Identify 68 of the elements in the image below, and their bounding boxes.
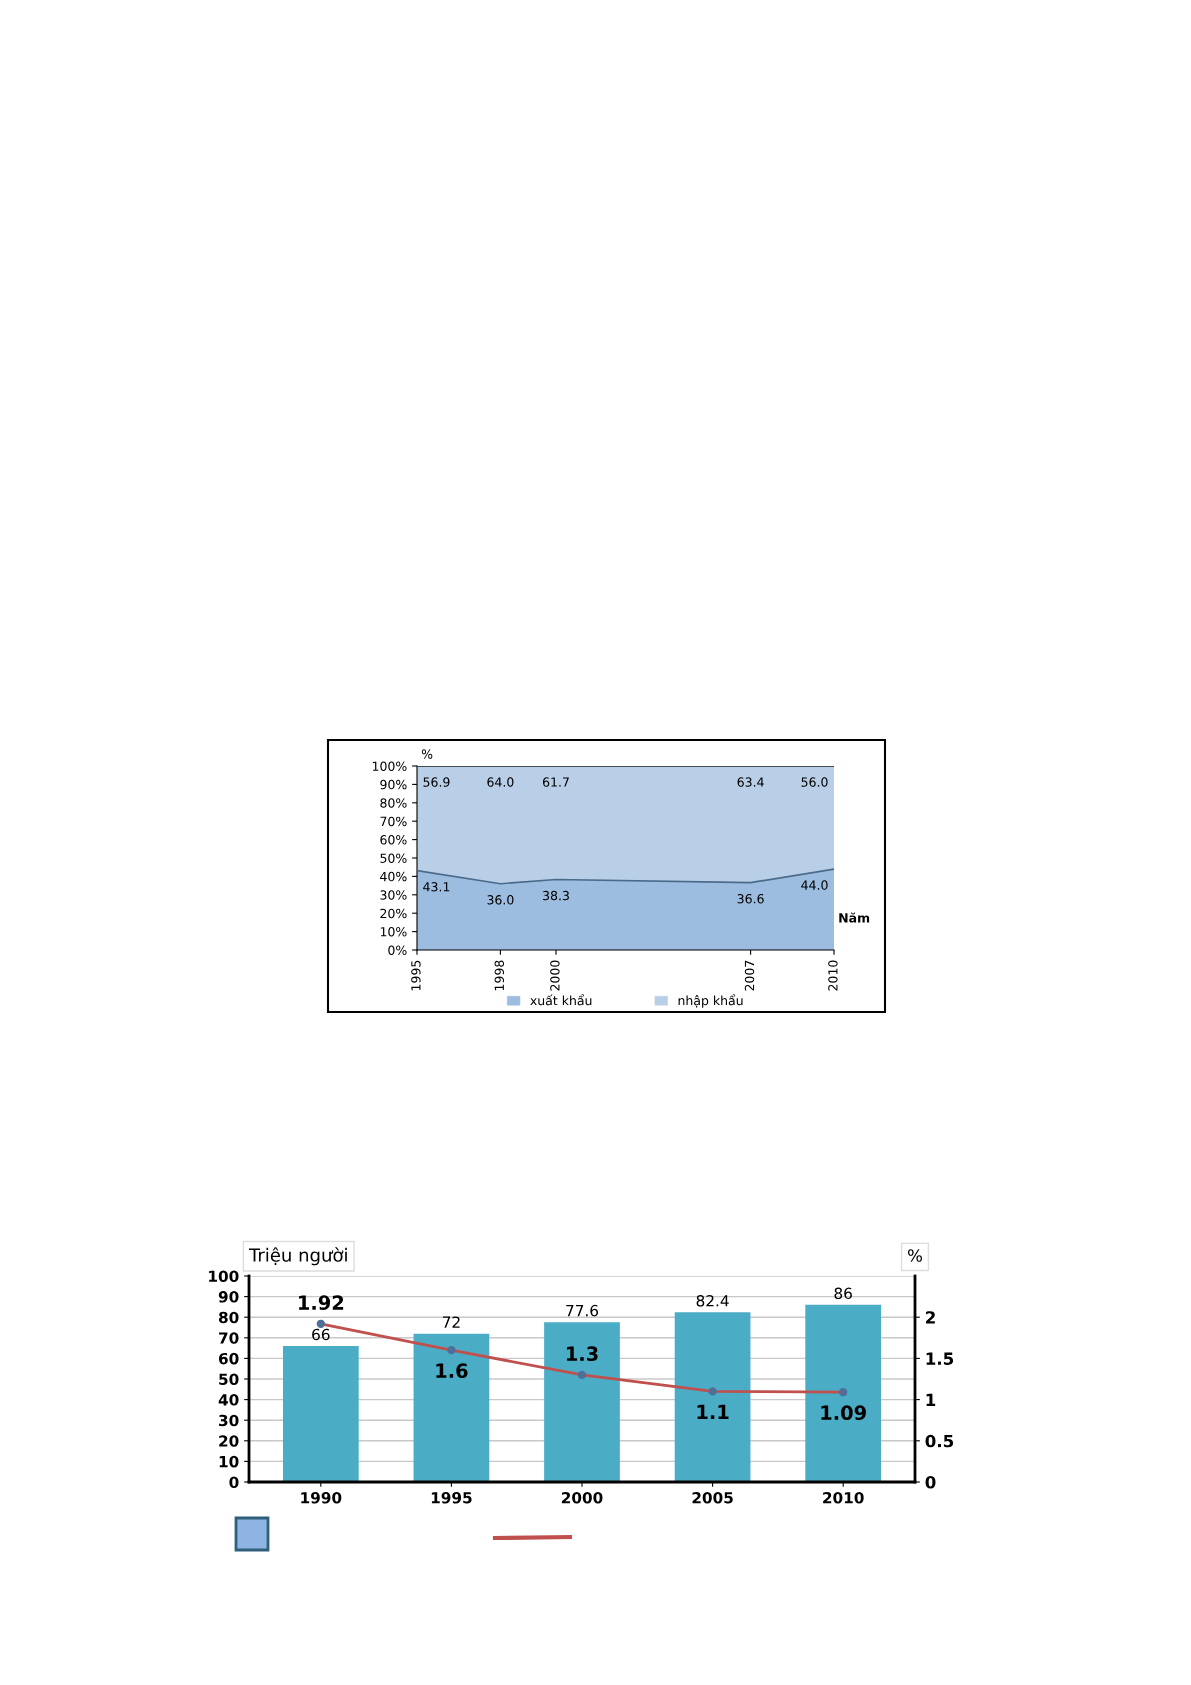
y-tick-label: 40% — [380, 871, 407, 882]
data-label: 36.6 — [737, 893, 764, 904]
y-tick-label: 30 — [219, 1414, 239, 1427]
y2-tick-label: 0.5 — [925, 1434, 954, 1448]
y-tick-label: 10 — [219, 1455, 239, 1468]
y-tick-label: 20 — [219, 1435, 239, 1447]
data-label: 64.0 — [487, 777, 514, 787]
y2-tick-label: 1.5 — [926, 1352, 954, 1365]
data-label: 86 — [834, 1287, 852, 1300]
data-label: 1.92 — [299, 1295, 344, 1310]
data-label: 44.0 — [801, 880, 828, 890]
y2-tick-label: 1 — [926, 1393, 936, 1406]
y-tick-label: 60 — [218, 1352, 239, 1365]
y-tick-label: 0% — [388, 945, 407, 955]
data-label: 38.3 — [543, 890, 569, 901]
bar — [413, 1333, 490, 1482]
data-label: 72 — [442, 1316, 460, 1328]
x-tick-label: 1990 — [301, 1491, 342, 1504]
x-tick-label: 2000 — [561, 1491, 603, 1504]
x-tick-label: 1995 — [411, 960, 421, 991]
y-axis-title: Triệu người — [248, 1247, 347, 1266]
data-label: 36.0 — [487, 895, 514, 905]
data-label: 1.1 — [697, 1404, 729, 1419]
x-tick-label: 2007 — [744, 960, 755, 991]
legend-label: xuất khẩu — [530, 994, 592, 1006]
data-label: 1.09 — [821, 1405, 866, 1421]
data-label: 56.9 — [423, 777, 450, 787]
bar — [805, 1304, 882, 1482]
x-tick-label: 1995 — [431, 1492, 472, 1504]
y-tick-label: 100 — [209, 1270, 239, 1283]
y-tick-label: 60% — [380, 835, 407, 845]
y-axis-title: % — [421, 749, 433, 759]
x-tick-label: 2010 — [828, 960, 838, 991]
y-tick-label: 80 — [218, 1311, 239, 1324]
x-tick-label: 1998 — [494, 960, 505, 991]
y-tick-label: 20% — [380, 908, 407, 919]
y-tick-label: 70 — [219, 1332, 239, 1344]
x-axis-title: Năm — [839, 912, 870, 923]
legend-label: nhập khẩu — [678, 994, 743, 1008]
y2-axis-title: % — [908, 1249, 922, 1262]
bar — [674, 1312, 751, 1482]
data-label: 1.3 — [566, 1346, 598, 1362]
data-label: 77.6 — [566, 1304, 599, 1317]
bar — [282, 1346, 359, 1482]
y-tick-label: 80% — [380, 798, 407, 808]
y-tick-label: 100% — [372, 761, 407, 771]
y-tick-label: 30% — [380, 890, 407, 900]
y-tick-label: 70% — [380, 816, 407, 827]
y-tick-label: 90 — [218, 1291, 239, 1303]
data-label: 43.1 — [423, 882, 450, 892]
data-label: 66 — [312, 1328, 330, 1341]
data-label: 56.0 — [801, 777, 828, 787]
y-tick-label: 0 — [229, 1476, 239, 1489]
data-label: 63.4 — [737, 777, 764, 787]
y2-tick-label: 2 — [926, 1311, 935, 1324]
data-label: 61.7 — [542, 777, 569, 787]
x-tick-label: 2005 — [692, 1491, 733, 1504]
y-tick-label: 50 — [219, 1373, 239, 1386]
y-tick-label: 90% — [380, 779, 407, 790]
y-tick-label: 10% — [380, 927, 407, 937]
bar — [544, 1322, 620, 1482]
data-label: 1.6 — [436, 1363, 468, 1379]
data-label: 82.4 — [696, 1294, 729, 1307]
y2-tick-label: 0 — [925, 1475, 936, 1489]
y-tick-label: 50% — [380, 853, 407, 863]
x-tick-label: 2010 — [823, 1491, 864, 1504]
y-tick-label: 40 — [218, 1394, 239, 1406]
x-tick-label: 2000 — [550, 960, 560, 991]
